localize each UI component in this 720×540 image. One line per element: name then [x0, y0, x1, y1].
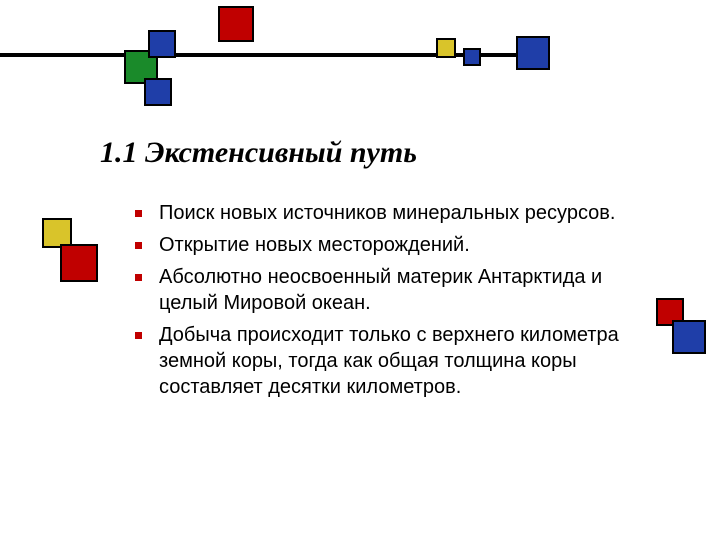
- decor-square-0: [124, 50, 158, 84]
- side-right-square-1: [672, 320, 706, 354]
- list-item: Открытие новых месторождений.: [135, 232, 655, 258]
- decor-square-2: [144, 78, 172, 106]
- decor-square-1: [148, 30, 176, 58]
- list-item: Абсолютно неосвоенный материк Антарктида…: [135, 264, 655, 316]
- list-item: Поиск новых источников минеральных ресур…: [135, 200, 655, 226]
- decor-square-5: [463, 48, 481, 66]
- list-item: Добыча происходит только с верхнего кило…: [135, 322, 655, 400]
- bullet-list: Поиск новых источников минеральных ресур…: [135, 200, 655, 406]
- slide-title: 1.1 Экстенсивный путь: [100, 136, 417, 170]
- decor-square-4: [436, 38, 456, 58]
- top-decor: [0, 0, 720, 120]
- side-right-square-0: [656, 298, 684, 326]
- side-left-square-0: [42, 218, 72, 248]
- decor-square-3: [218, 6, 254, 42]
- decor-square-6: [516, 36, 550, 70]
- side-left-square-1: [60, 244, 98, 282]
- decor-line: [0, 53, 540, 57]
